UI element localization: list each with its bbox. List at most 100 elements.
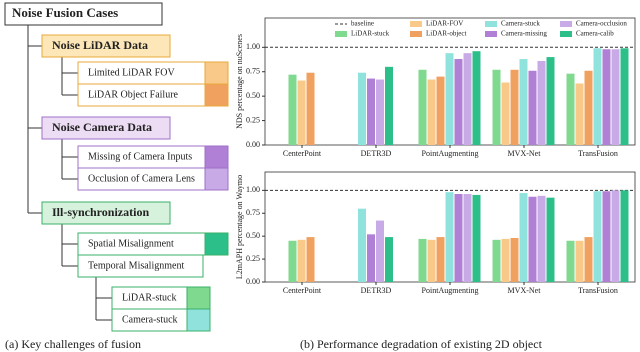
bar (510, 69, 519, 145)
x-tick-label: MVX-Net (508, 286, 542, 295)
bar (445, 192, 454, 282)
swatch (204, 232, 229, 256)
bar (611, 49, 620, 146)
bar (376, 79, 384, 145)
bar (454, 194, 463, 282)
bar (367, 234, 375, 282)
bar (602, 49, 611, 146)
bar (418, 69, 427, 145)
leaf-label: Missing of Camera Inputs (88, 151, 192, 162)
bar (537, 60, 546, 145)
bar (593, 48, 602, 145)
group-label: Ill-synchronization (52, 205, 149, 219)
bar (472, 51, 481, 145)
bar (492, 239, 501, 282)
bar (454, 59, 463, 145)
swatch (204, 61, 229, 85)
caption: (a) Key challenges of fusion (5, 337, 141, 351)
leaf-label: Occlusion of Camera Lens (88, 173, 195, 184)
bar (566, 73, 575, 145)
bar (297, 80, 306, 145)
swatch (186, 308, 211, 332)
leaf-label: Limited LiDAR FOV (88, 67, 175, 78)
y-axis-label: NDS percentage on nuScenes (235, 34, 244, 129)
y-axis-label: L2mAPH percentage on Waymo (235, 175, 244, 279)
x-tick-label: DETR3D (361, 149, 392, 158)
leaf-label: LiDAR Object Failure (88, 89, 179, 100)
legend-label: Camera-missing (501, 30, 547, 38)
legend-swatch (560, 21, 572, 27)
leaf-label: LiDAR-stuck (122, 292, 176, 303)
bar (584, 70, 593, 145)
bar (288, 74, 297, 145)
bar (575, 83, 584, 145)
bar (288, 240, 297, 282)
y-tick-label: 0.25 (246, 254, 260, 263)
swatch (204, 83, 229, 107)
x-tick-label: CenterPoint (283, 286, 322, 295)
y-tick-label: 0.25 (246, 115, 260, 124)
x-tick-label: MVX-Net (508, 149, 542, 158)
legend-label: LiDAR-stuck (351, 30, 390, 38)
root-label: Noise Fusion Cases (12, 5, 118, 20)
y-tick-label: 1.00 (246, 42, 260, 51)
bar (611, 190, 620, 282)
bar (436, 237, 445, 282)
bar (620, 190, 629, 282)
bar (537, 195, 546, 282)
legend-label: baseline (351, 20, 374, 28)
group-label: Noise LiDAR Data (52, 38, 148, 52)
bar (445, 53, 454, 145)
leaf-label: Camera-stuck (122, 314, 178, 325)
bar (510, 238, 519, 282)
group-box (41, 34, 171, 58)
bar (463, 194, 472, 282)
bar (427, 239, 436, 282)
diagram (4, 2, 229, 332)
leaf-label: Spatial Misalignment (88, 238, 174, 249)
bar (472, 194, 481, 282)
bar (358, 72, 366, 145)
y-tick-label: 1.00 (246, 185, 260, 194)
legend-swatch (485, 21, 497, 27)
legend-swatch (410, 31, 422, 37)
x-tick-label: TransFusion (578, 149, 618, 158)
swatch (204, 145, 229, 169)
bar (519, 59, 528, 145)
bar (376, 220, 384, 282)
bar (463, 53, 472, 145)
bar (501, 82, 510, 145)
bar (492, 69, 501, 145)
bar (620, 48, 629, 145)
bar (593, 191, 602, 282)
y-tick-label: 0.00 (246, 140, 260, 149)
bar (306, 237, 315, 282)
leaf-box (77, 254, 204, 278)
bar (297, 239, 306, 282)
y-tick-label: 0.50 (246, 231, 260, 240)
x-tick-label: TransFusion (578, 286, 618, 295)
root-box (4, 2, 163, 26)
bar (546, 197, 555, 282)
bar (602, 191, 611, 282)
legend-swatch (560, 31, 572, 37)
y-tick-label: 0.75 (246, 67, 260, 76)
bar (367, 78, 375, 145)
bar (418, 238, 427, 282)
y-tick-label: 0.00 (246, 277, 260, 286)
bar (519, 193, 528, 282)
bar (566, 240, 575, 282)
legend-swatch (485, 31, 497, 37)
x-tick-label: DETR3D (361, 286, 392, 295)
legend-label: Camera-stuck (501, 20, 540, 28)
swatch (186, 286, 211, 310)
group-box (41, 116, 171, 140)
legend-swatch (335, 31, 347, 37)
caption: (b) Performance degradation of existing … (300, 337, 543, 351)
bar (385, 237, 393, 282)
legend-label: LiDAR-FOV (426, 20, 463, 28)
bar (528, 70, 537, 145)
bar (427, 79, 436, 145)
x-tick-label: PointAugmenting (422, 286, 479, 295)
